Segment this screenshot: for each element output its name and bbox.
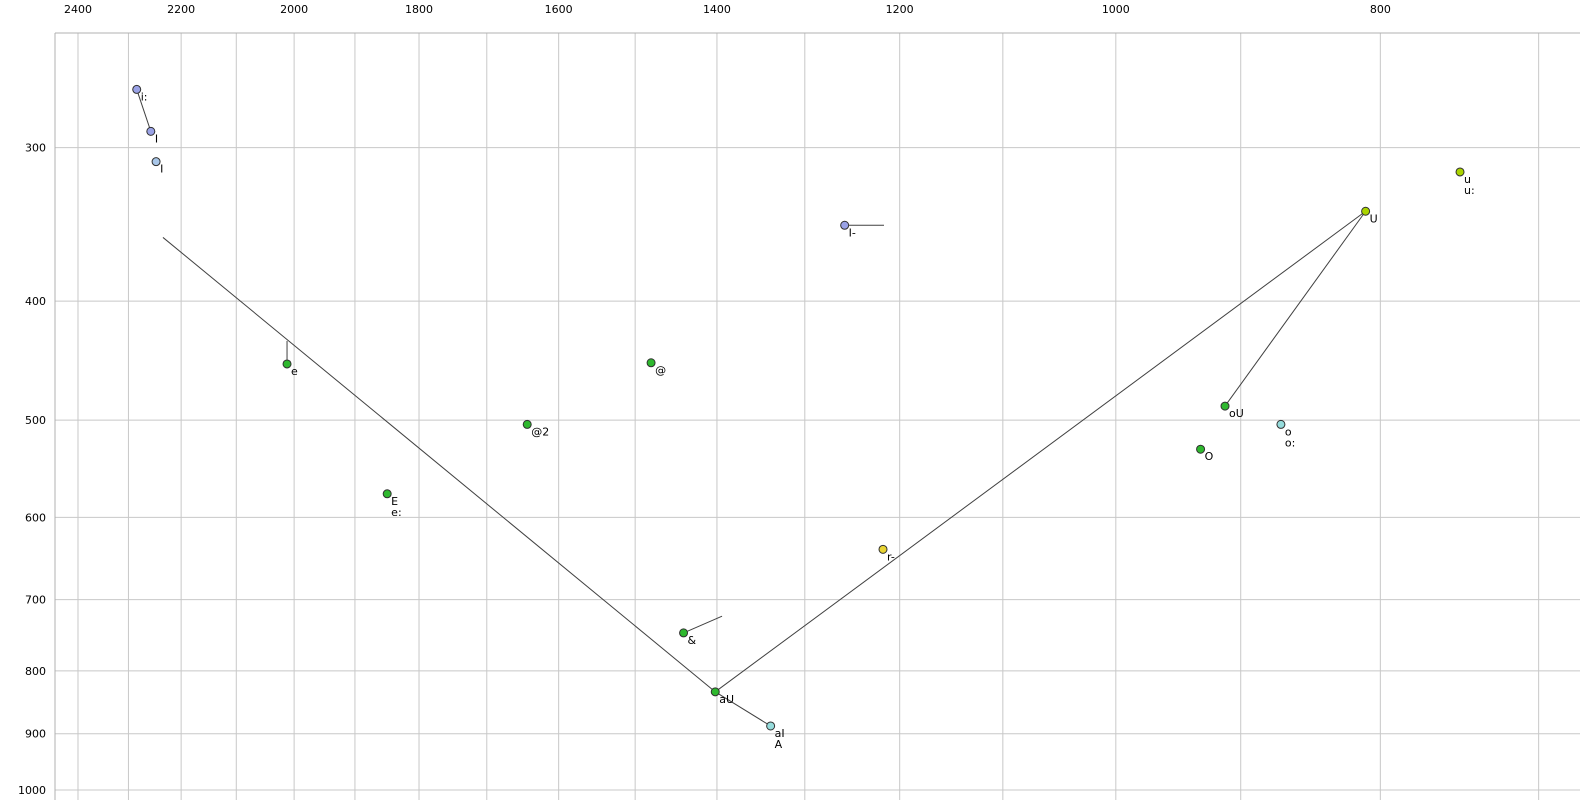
vowel-point-aU <box>710 687 720 697</box>
vowel-segment-line <box>136 89 152 132</box>
vowel-label-I: I <box>155 132 158 145</box>
y-axis-tick-label: 800 <box>25 665 46 678</box>
x-axis-tick-label: 1600 <box>545 3 573 16</box>
y-axis-tick-label: 1000 <box>18 784 46 797</box>
x-axis-tick-label: 1800 <box>405 3 433 16</box>
vowel-point-I <box>146 126 156 136</box>
vowel-label-U: U <box>1370 212 1378 225</box>
vowel-point-aI <box>766 721 776 731</box>
vowel-label-i:: i: <box>141 90 148 103</box>
y-axis-tick-label: 900 <box>25 728 46 741</box>
vowel-label-aI: aI A <box>775 727 785 751</box>
vowel-point-oU <box>1220 401 1230 411</box>
vowel-segment-line <box>714 691 771 727</box>
vowel-label-e: e <box>291 365 298 378</box>
vowel-label-@: @ <box>655 364 666 377</box>
vowel-label-@2: @2 <box>531 425 549 438</box>
vowel-point-i: <box>132 84 142 94</box>
x-axis-tick-label: 1200 <box>886 3 914 16</box>
vowel-point-u <box>1455 167 1465 177</box>
x-axis-tick-label: 2400 <box>64 3 92 16</box>
vowel-label-u: u u: <box>1464 173 1475 197</box>
x-axis-tick-label: 2200 <box>167 3 195 16</box>
vowel-point-o <box>1276 419 1286 429</box>
vowel-segment-line <box>714 210 1366 693</box>
vowel-segment-line <box>1224 210 1367 407</box>
vowel-label-o: o o: <box>1285 425 1295 449</box>
x-axis-tick-label: 800 <box>1370 3 1391 16</box>
vowel-point-e <box>282 359 292 369</box>
vowel-label-O: O <box>1205 450 1214 463</box>
vowel-point-I <box>151 157 161 167</box>
y-axis-tick-label: 600 <box>25 511 46 524</box>
x-axis-tick-label: 1400 <box>703 3 731 16</box>
vowel-segment-line <box>162 237 716 693</box>
vowel-label-r-: r- <box>887 550 895 563</box>
vowel-point-O <box>1196 444 1206 454</box>
vowel-label-&: & <box>688 634 697 647</box>
vowel-label-oU: oU <box>1229 407 1244 420</box>
vowel-segment-line <box>683 615 723 634</box>
y-axis-tick-label: 500 <box>25 414 46 427</box>
vowel-point-& <box>679 628 689 638</box>
vowel-label-I: I <box>160 163 163 176</box>
vowel-point-@ <box>646 358 656 368</box>
vowel-point-E <box>382 489 392 499</box>
y-axis-tick-label: 400 <box>25 295 46 308</box>
y-axis-tick-label: 300 <box>25 142 46 155</box>
vowel-label-aU: aU <box>719 693 734 706</box>
x-axis-tick-label: 1000 <box>1102 3 1130 16</box>
vowel-point-@2 <box>522 419 532 429</box>
vowel-point-U <box>1361 206 1371 216</box>
vowel-label-I-: I- <box>849 226 856 239</box>
vowel-point-r- <box>878 544 888 554</box>
y-axis-tick-label: 700 <box>25 594 46 607</box>
x-axis-tick-label: 2000 <box>280 3 308 16</box>
vowel-point-I- <box>840 220 850 230</box>
